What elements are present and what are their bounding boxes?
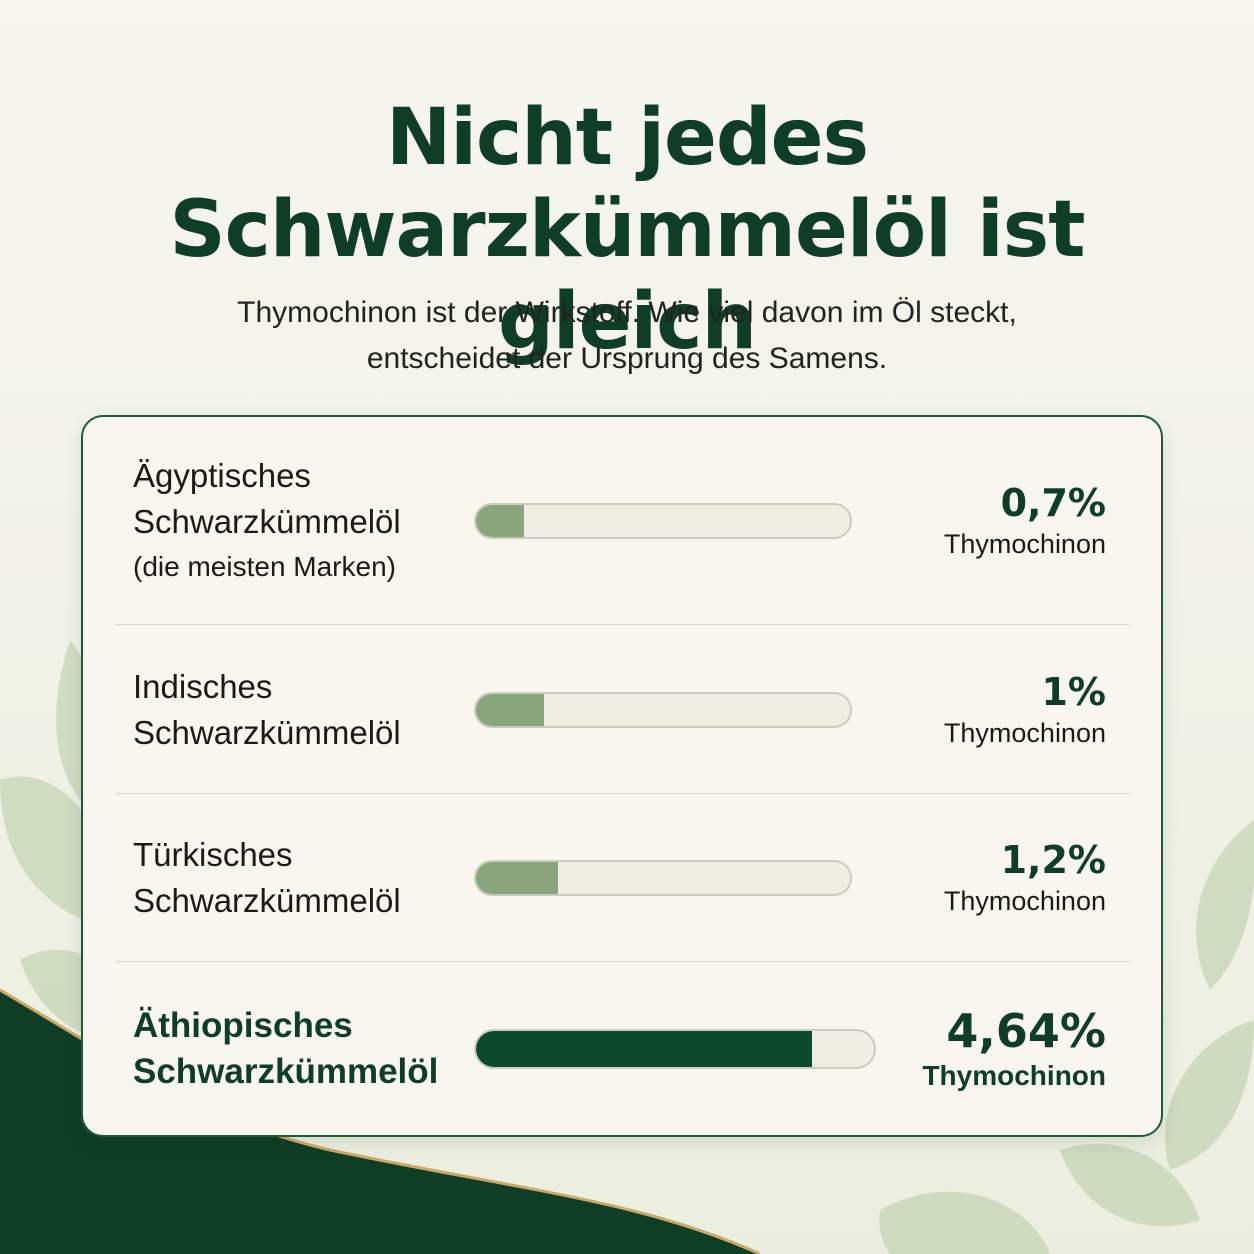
chart-row-ethiopian: Äthiopisches Schwarzkümmelöl 4,64% Thymo…: [83, 962, 1161, 1135]
value-unit: Thymochinon: [922, 1059, 1106, 1091]
leaf-decoration-right: [879, 820, 1254, 1254]
category-label-line1: Türkisches: [133, 836, 293, 873]
category-label-line1: Indisches: [133, 667, 273, 705]
bar-track: [474, 1028, 876, 1069]
bar-track: [474, 503, 852, 539]
value-label: 1% Thymochinon: [944, 669, 1106, 751]
bar-fill-indian: [476, 693, 544, 726]
value-percent: 4,64%: [946, 1003, 1106, 1058]
page-title: Nicht jedes Schwarzkümmelöl ist gleich: [169, 93, 1085, 367]
value-unit: Thymochinon: [943, 886, 1106, 916]
comparison-card: Ägyptisches Schwarzkümmelöl (die meisten…: [81, 415, 1163, 1137]
category-note: (die meisten Marken): [133, 551, 396, 582]
value-label: 0,7% Thymochinon: [944, 480, 1106, 562]
value-label: 4,64% Thymochinon: [922, 1004, 1106, 1094]
value-percent: 0,7%: [1000, 481, 1106, 525]
chart-row-indian: Indisches Schwarzkümmelöl 1% Thymochinon: [83, 625, 1161, 794]
row-divider: [115, 624, 1129, 625]
value-unit: Thymochinon: [943, 717, 1106, 748]
category-label-line1: Äthiopisches: [133, 1005, 353, 1045]
bar-fill-turkish: [476, 862, 558, 894]
category-label: Indisches Schwarzkümmelöl: [133, 664, 473, 756]
bar-fill-ethiopian: [476, 1030, 812, 1067]
value-label: 1,2% Thymochinon: [944, 837, 1106, 919]
chart-row-turkish: Türkisches Schwarzkümmelöl 1,2% Thymochi…: [83, 794, 1161, 962]
category-label-line2: Schwarzkümmelöl: [133, 503, 401, 540]
page-subtitle: Thymochinon ist der Wirkstoff. Wie viel …: [237, 296, 1017, 375]
category-label: Ägyptisches Schwarzkümmelöl (die meisten…: [133, 453, 473, 589]
bar-fill-egyptian: [476, 505, 524, 537]
category-label-line1: Ägyptisches: [133, 457, 311, 494]
category-label-line2: Schwarzkümmelöl: [133, 1051, 439, 1091]
value-unit: Thymochinon: [943, 529, 1106, 559]
category-label: Äthiopisches Schwarzkümmelöl: [133, 1003, 473, 1095]
bar-track: [474, 691, 852, 728]
category-label-line2: Schwarzkümmelöl: [133, 882, 401, 919]
row-divider: [115, 793, 1129, 794]
category-label-line2: Schwarzkümmelöl: [133, 713, 401, 751]
value-percent: 1%: [1041, 669, 1106, 714]
value-percent: 1,2%: [1000, 838, 1106, 882]
row-divider: [115, 961, 1129, 962]
bar-track: [474, 860, 852, 896]
chart-row-egyptian: Ägyptisches Schwarzkümmelöl (die meisten…: [83, 417, 1161, 625]
category-label: Türkisches Schwarzkümmelöl: [133, 832, 473, 924]
